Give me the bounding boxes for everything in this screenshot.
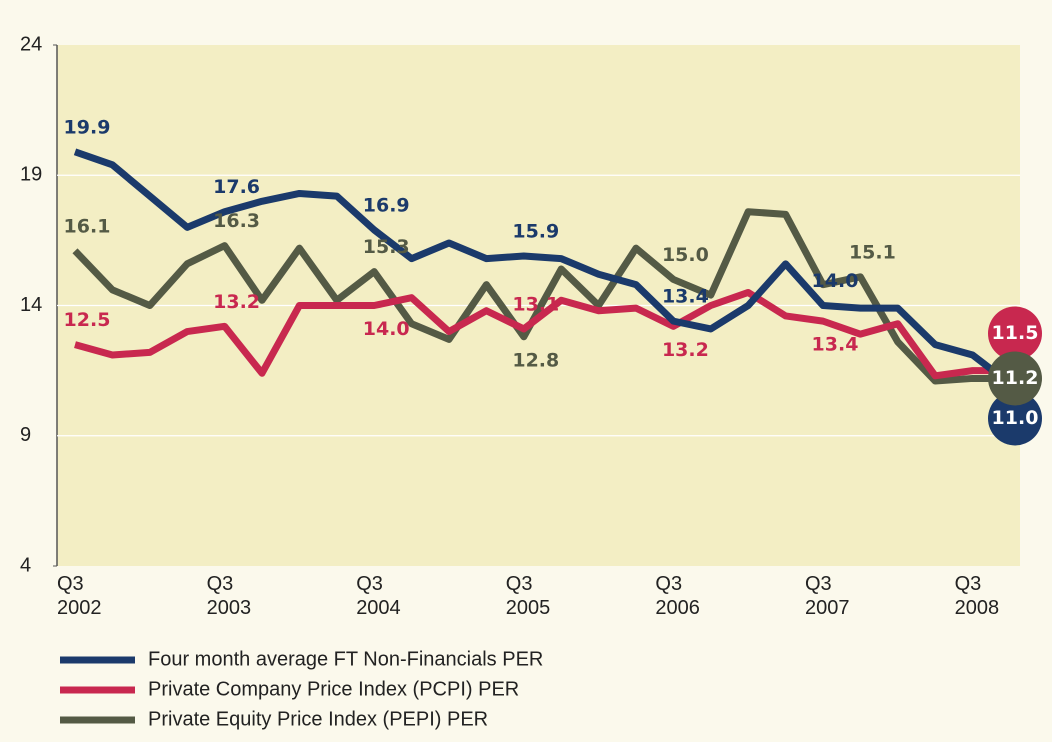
x-tick-label-line: 2006 [655,597,700,619]
value-label: 19.9 [64,116,111,138]
x-tick-label: Q3 2007 [805,573,850,619]
x-tick-label-line: Q3 [207,573,234,595]
x-tick-label-line: 2008 [955,597,1000,619]
legend-label: Private Company Price Index (PCPI) PER [148,678,519,700]
value-label: 17.6 [213,176,260,198]
series-line [73,148,1013,387]
legend-label: Four month average FT Non-Financials PER [148,648,543,670]
value-label: 14.0 [363,318,410,340]
value-label: 12.5 [64,309,111,331]
series-line [72,208,1010,385]
end-label: 11.5 [992,322,1039,344]
x-tick-label-line: 2003 [207,597,252,619]
x-tick-label: Q3 2002 [57,573,102,619]
y-tick-label: 14 [20,294,42,316]
series-line [74,288,1010,380]
x-tick-label-line: Q3 [655,573,682,595]
end-marker [988,306,1042,361]
x-tick-label-line: 2007 [805,597,850,619]
x-tick-label-line: 2002 [57,597,102,619]
value-label: 15.9 [512,221,559,243]
value-label: 15.0 [662,244,709,266]
y-tick-label: 9 [20,424,31,446]
value-label: 15.3 [363,236,410,258]
y-tick-label: 19 [20,164,42,186]
x-tick-label-line: Q3 [57,573,84,595]
end-marker [988,351,1042,406]
x-tick-label: Q3 2004 [356,573,401,619]
value-label: 16.3 [213,210,260,232]
value-label: 13.1 [512,293,559,315]
value-label: 13.4 [812,334,859,356]
x-tick-label-line: 2004 [356,597,401,619]
value-label: 13.2 [213,291,260,313]
value-label: 12.8 [512,349,559,371]
x-tick-label-line: Q3 [955,573,982,595]
value-label: 15.1 [849,241,896,263]
end-label: 11.2 [992,367,1039,389]
y-tick-label: 4 [20,554,31,576]
x-tick-label-line: 2005 [506,597,551,619]
y-tick-label: 24 [20,33,42,55]
x-tick-label: Q3 2005 [506,573,551,619]
legend-label: Private Equity Price Index (PEPI) PER [148,708,488,730]
value-label: 16.1 [64,215,111,237]
x-tick-label-line: Q3 [506,573,533,595]
x-tick-label-line: Q3 [356,573,383,595]
end-marker [988,391,1042,446]
x-tick-label-line: Q3 [805,573,832,595]
x-tick-label: Q3 2003 [207,573,252,619]
x-tick-label: Q3 2006 [655,573,700,619]
value-label: 16.9 [363,194,410,216]
end-label: 11.0 [992,407,1039,429]
value-label: 13.4 [662,286,709,308]
value-label: 14.0 [812,270,859,292]
x-tick-label: Q3 2008 [955,573,1000,619]
value-label: 13.2 [662,339,709,361]
